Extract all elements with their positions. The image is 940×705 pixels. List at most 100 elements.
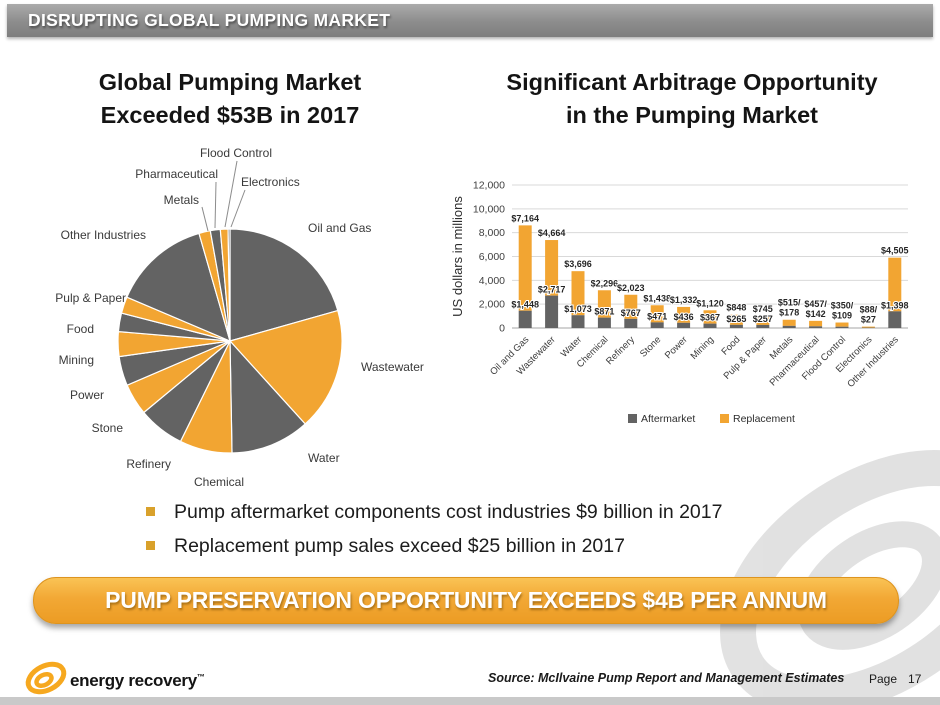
bar-replacement (650, 305, 664, 323)
bar-aftermarket-label: $367 (700, 313, 720, 323)
bar-aftermarket-label: $767 (621, 308, 641, 318)
bar-replacement-label: $1,438 (643, 293, 671, 303)
bar-replacement (835, 322, 849, 327)
bottom-edge-band (0, 697, 940, 705)
callout-banner-text: PUMP PRESERVATION OPPORTUNITY EXCEEDS $4… (105, 587, 827, 613)
bar-aftermarket-label: $436 (674, 312, 694, 322)
bar-combined-label: $178 (779, 308, 799, 318)
bar-aftermarket (597, 317, 611, 328)
bar-aftermarket-label: $257 (753, 314, 773, 324)
pie-slice-label: Food (67, 322, 94, 336)
pie-slice-other-industries (126, 232, 231, 343)
bar-replacement-label: $2,296 (591, 278, 619, 288)
watermark-swirl-logo (720, 450, 940, 705)
y-tick-label: 10,000 (473, 203, 505, 215)
brand-name: energy recovery (70, 671, 197, 690)
y-tick-label: 0 (499, 323, 505, 335)
bar-aftermarket (703, 323, 717, 328)
pie-slice-label: Metals (164, 193, 199, 207)
pie-slice-label: Oil and Gas (308, 221, 371, 235)
pie-slice-wastewater (228, 309, 343, 425)
pie-slice-label: Other Industries (61, 228, 146, 242)
bullet-item: Pump aftermarket components cost industr… (146, 500, 866, 525)
y-tick-label: 6,000 (479, 251, 505, 263)
bar-replacement-label: $2,023 (617, 283, 645, 293)
bar-replacement-label: $848 (726, 303, 746, 313)
bullet-text: Replacement pump sales exceed $25 billio… (174, 535, 625, 557)
bar-replacement (518, 225, 532, 311)
pie-slice-label: Mining (59, 353, 94, 367)
legend-label-aftermarket: Aftermarket (641, 413, 695, 425)
page-num: 17 (908, 672, 922, 686)
bar-replacement (571, 271, 585, 316)
header-bar: DISRUPTING GLOBAL PUMPING MARKET (7, 4, 933, 37)
bar-aftermarket (518, 310, 532, 328)
source-note: Source: McIlvaine Pump Report and Manage… (488, 671, 845, 685)
pie-label-leader-line (224, 160, 238, 228)
bar-combined-label: $142 (806, 309, 826, 319)
bar-replacement (729, 314, 743, 325)
bar-replacement-label: $1,332 (670, 295, 698, 305)
pie-slice-label: Electronics (241, 175, 300, 189)
pie-chart-title-line2: Exceeded $53B in 2017 (100, 102, 360, 128)
bar-replacement (809, 320, 823, 327)
bar-combined-label: $350/ (831, 301, 854, 311)
pie-slice-label: Flood Control (200, 146, 272, 160)
bar-aftermarket (650, 322, 664, 328)
pie-slice-water (229, 339, 307, 454)
bar-replacement-label: $1,120 (696, 298, 724, 308)
bar-replacement-label: $7,164 (511, 213, 539, 223)
bar-aftermarket (756, 324, 770, 328)
bullet-list: Pump aftermarket components cost industr… (146, 500, 866, 568)
x-tick-label: Stone (638, 334, 663, 359)
bar-aftermarket (571, 315, 585, 328)
bar-replacement (782, 319, 796, 326)
energy-recovery-logo-icon (25, 661, 67, 695)
y-axis-title: US dollars in millions (450, 196, 465, 317)
trademark-symbol: ™ (196, 672, 205, 682)
bar-replacement (597, 290, 611, 318)
bar-chart-title-line2: in the Pumping Market (566, 102, 818, 128)
bar-aftermarket-label: $471 (647, 311, 667, 321)
bar-aftermarket (835, 326, 849, 328)
brand-wordmark: energy recovery™ (70, 671, 205, 691)
callout-banner: PUMP PRESERVATION OPPORTUNITY EXCEEDS $4… (33, 577, 899, 624)
bar-replacement (756, 316, 770, 325)
bar-aftermarket (888, 311, 902, 328)
bar-replacement-label: $4,505 (881, 246, 909, 256)
bar-aftermarket (545, 295, 559, 328)
y-tick-label: 8,000 (479, 227, 505, 239)
bar-chart-title-line1: Significant Arbitrage Opportunity (506, 69, 878, 95)
page-label: Page (869, 672, 898, 686)
bullet-square-icon (146, 507, 155, 516)
pie-label-leader-line (201, 206, 209, 232)
bar-aftermarket-label: $1,073 (564, 304, 592, 314)
x-tick-label: Power (663, 334, 690, 361)
legend-swatch-aftermarket (628, 414, 637, 423)
x-tick-label: Food (719, 334, 742, 357)
y-tick-label: 2,000 (479, 299, 505, 311)
bar-replacement (888, 257, 902, 312)
legend-swatch-replacement (720, 414, 729, 423)
page-number: Page 17 (869, 672, 921, 686)
bar-aftermarket (624, 318, 638, 328)
pie-slice-oil-and-gas (229, 228, 339, 342)
bullet-item: Replacement pump sales exceed $25 billio… (146, 534, 866, 559)
bar-aftermarket (782, 325, 796, 328)
bar-combined-label: $457/ (804, 299, 827, 309)
bullet-text: Pump aftermarket components cost industr… (174, 501, 723, 523)
bar-replacement (624, 294, 638, 319)
pie-chart-title-line1: Global Pumping Market (98, 69, 362, 95)
bar-aftermarket-label: $871 (594, 307, 614, 317)
y-tick-label: 12,000 (473, 180, 505, 192)
pie-slice-label: Chemical (194, 475, 244, 489)
bar-replacement (677, 306, 691, 323)
bar-replacement-label: $4,664 (538, 228, 566, 238)
pie-slice-label: Water (308, 451, 340, 465)
bar-aftermarket-label: $265 (726, 314, 746, 324)
bar-combined-label: $109 (832, 311, 852, 321)
bar-combined-label: $27 (861, 315, 876, 325)
bar-replacement-label: $3,696 (564, 259, 592, 269)
bar-aftermarket (809, 326, 823, 328)
